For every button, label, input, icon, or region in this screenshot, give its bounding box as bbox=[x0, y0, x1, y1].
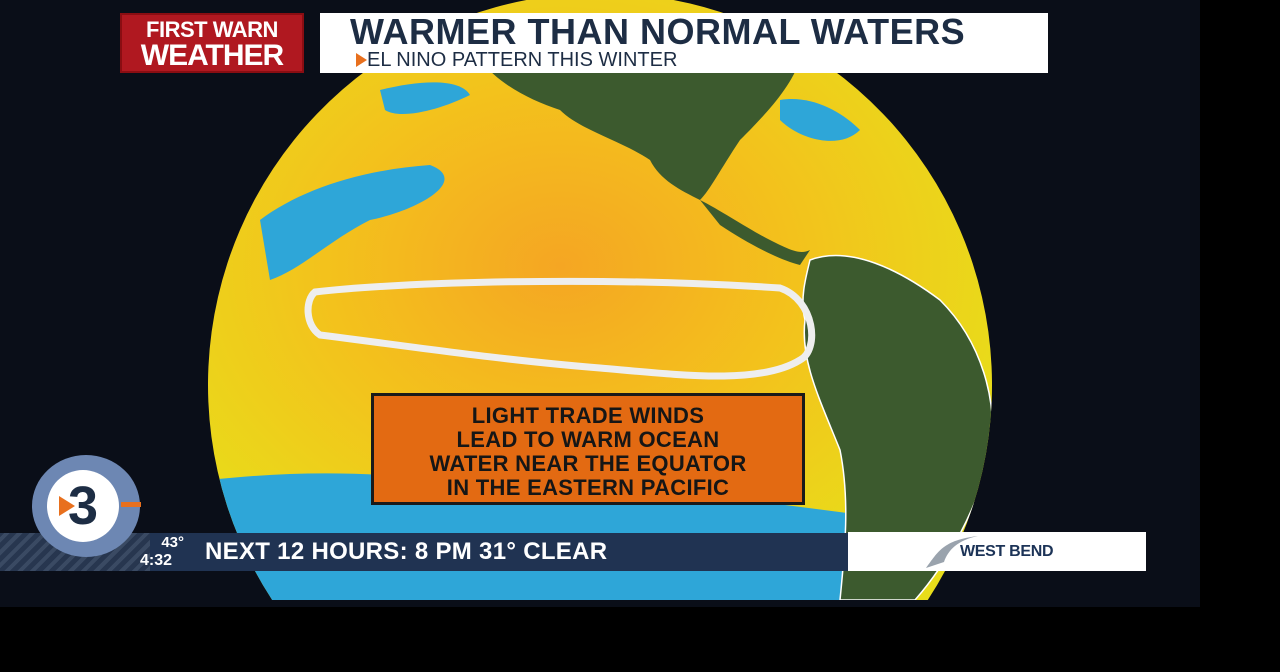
sponsor-panel: WEST BEND bbox=[848, 532, 1146, 571]
channel-3-logo: 3 bbox=[32, 455, 141, 557]
subheadline: EL NINO PATTERN THIS WINTER bbox=[355, 50, 677, 70]
callout-box: LIGHT TRADE WINDS LEAD TO WARM OCEAN WAT… bbox=[371, 393, 805, 505]
callout-line: LIGHT TRADE WINDS bbox=[471, 403, 705, 428]
broadcast-frame: FIRST WARN WEATHER WARMER THAN NORMAL WA… bbox=[0, 0, 1200, 607]
central-america-land bbox=[700, 200, 810, 265]
play-arrow-icon bbox=[356, 53, 367, 67]
current-time: 4:32 bbox=[140, 552, 173, 569]
cool-anomaly-region bbox=[380, 82, 470, 115]
brand-line-1: FIRST WARN bbox=[146, 17, 278, 42]
first-warn-weather-logo: FIRST WARN WEATHER bbox=[120, 13, 304, 73]
cool-anomaly-region bbox=[780, 99, 860, 141]
subheadline-text: EL NINO PATTERN THIS WINTER bbox=[367, 49, 678, 71]
sponsor-name: WEST BEND bbox=[960, 543, 1054, 560]
callout-line: IN THE EASTERN PACIFIC bbox=[446, 475, 730, 500]
cool-anomaly-region bbox=[260, 165, 445, 280]
ticker-text: NEXT 12 HOURS: 8 PM 31° CLEAR bbox=[205, 538, 608, 565]
north-america-land bbox=[480, 60, 800, 200]
sea-surface-temperature-globe bbox=[208, 0, 993, 601]
callout-line: WATER NEAR THE EQUATOR bbox=[429, 451, 747, 476]
nino-region-outline bbox=[304, 277, 816, 380]
current-temperature: 43° bbox=[161, 534, 184, 551]
brand-line-2: WEATHER bbox=[140, 39, 284, 72]
callout-line: LEAD TO WARM OCEAN bbox=[456, 427, 720, 452]
title-bar: WARMER THAN NORMAL WATERS EL NINO PATTER… bbox=[320, 13, 1048, 73]
swoosh-icon bbox=[926, 536, 978, 568]
headline: WARMER THAN NORMAL WATERS bbox=[350, 11, 966, 52]
